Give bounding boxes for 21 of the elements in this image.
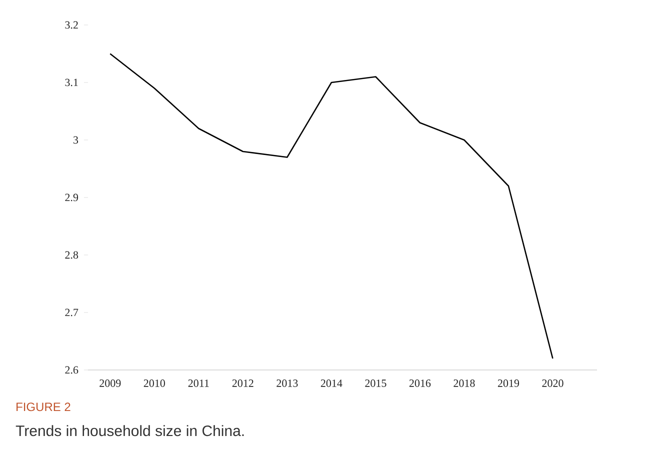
x-tick-label: 2009	[100, 380, 121, 387]
y-tick-label: 2.8	[65, 251, 78, 259]
x-tick-label: 2018	[454, 380, 475, 387]
x-tick-label: 2013	[276, 380, 298, 387]
y-tick-label: 2.9	[65, 194, 78, 202]
x-tick-label: 2011	[188, 380, 209, 387]
caption: FIGURE 2	[16, 402, 70, 412]
y-tick-label: 3.1	[65, 78, 78, 86]
y-tick-label: 3	[74, 136, 78, 144]
x-tick-label: 2012	[232, 380, 254, 387]
line-series	[109, 53, 554, 360]
x-tick-label: 2019	[498, 380, 520, 387]
y-tick-label: 2.7	[65, 308, 78, 316]
x-tick-label: 2010	[144, 380, 165, 387]
x-tick-label: 2016	[409, 380, 431, 387]
x-tick-label: 2014	[320, 380, 342, 387]
y-tick-label: 2.6	[65, 366, 78, 374]
text: Trends in household size in China.	[16, 425, 244, 436]
y-tick-label: 3.2	[65, 21, 78, 29]
x-tick-label: 2020	[542, 380, 564, 387]
x-tick-label: 2015	[365, 380, 386, 387]
